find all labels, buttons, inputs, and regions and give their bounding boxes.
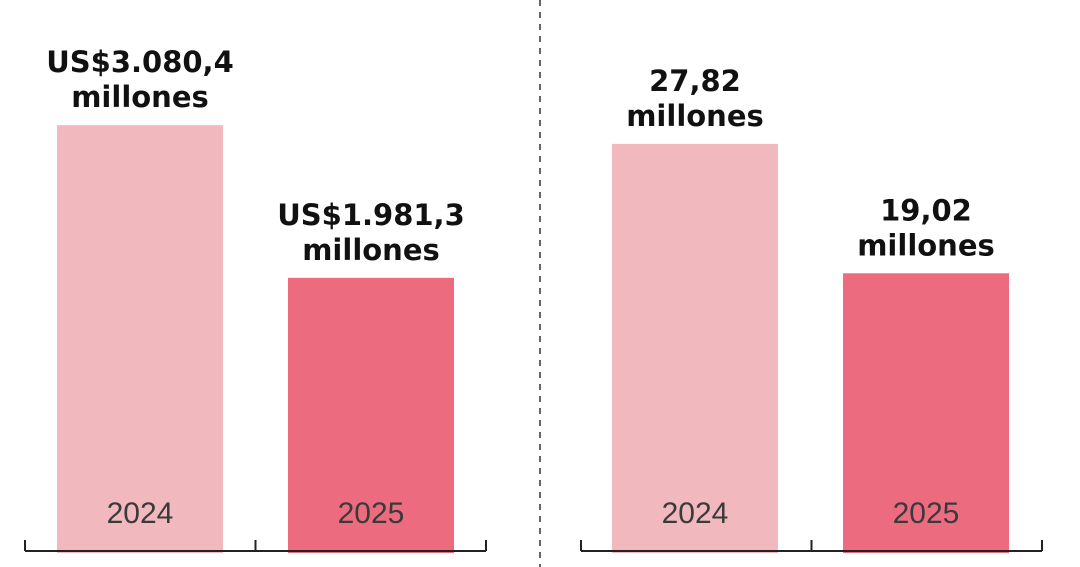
- bar-2024: [612, 143, 778, 553]
- category-label: 2025: [338, 497, 405, 530]
- category-label: 2024: [107, 497, 174, 530]
- value-label: US$1.981,3: [277, 198, 465, 232]
- bar-2025: [288, 277, 454, 553]
- bar-2024: [57, 125, 223, 554]
- value-label: 27,82: [649, 64, 741, 98]
- chart-panel-left: 2024US$3.080,4millones2025US$1.981,3mill…: [24, 45, 487, 554]
- value-label: millones: [857, 228, 995, 262]
- value-label: millones: [626, 99, 764, 133]
- bar-2025: [843, 273, 1009, 553]
- value-label: millones: [302, 233, 440, 267]
- value-label: millones: [71, 80, 209, 114]
- value-label: 19,02: [880, 193, 972, 227]
- category-label: 2025: [893, 497, 960, 530]
- value-label: US$3.080,4: [46, 45, 234, 79]
- category-label: 2024: [662, 497, 729, 530]
